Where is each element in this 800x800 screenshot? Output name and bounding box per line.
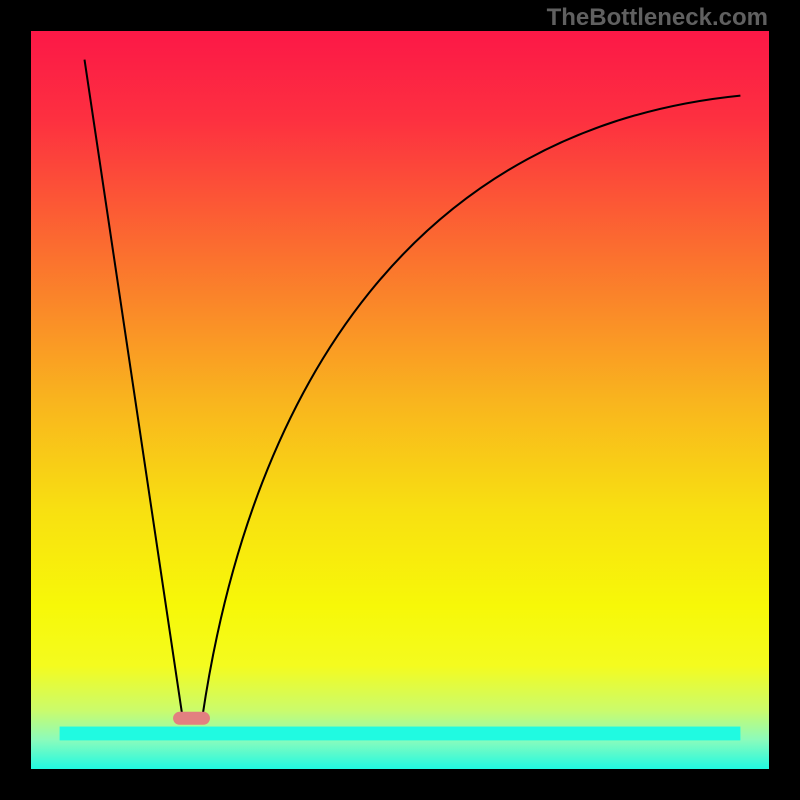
watermark-text: TheBottleneck.com bbox=[547, 4, 768, 32]
v-left-branch bbox=[85, 60, 183, 716]
v-right-branch bbox=[203, 96, 741, 716]
bottom-strip bbox=[60, 727, 741, 741]
trough-marker bbox=[173, 712, 210, 725]
chart-container: TheBottleneck.com bbox=[0, 0, 800, 800]
plot-area bbox=[31, 31, 769, 769]
curve-layer bbox=[31, 31, 769, 769]
